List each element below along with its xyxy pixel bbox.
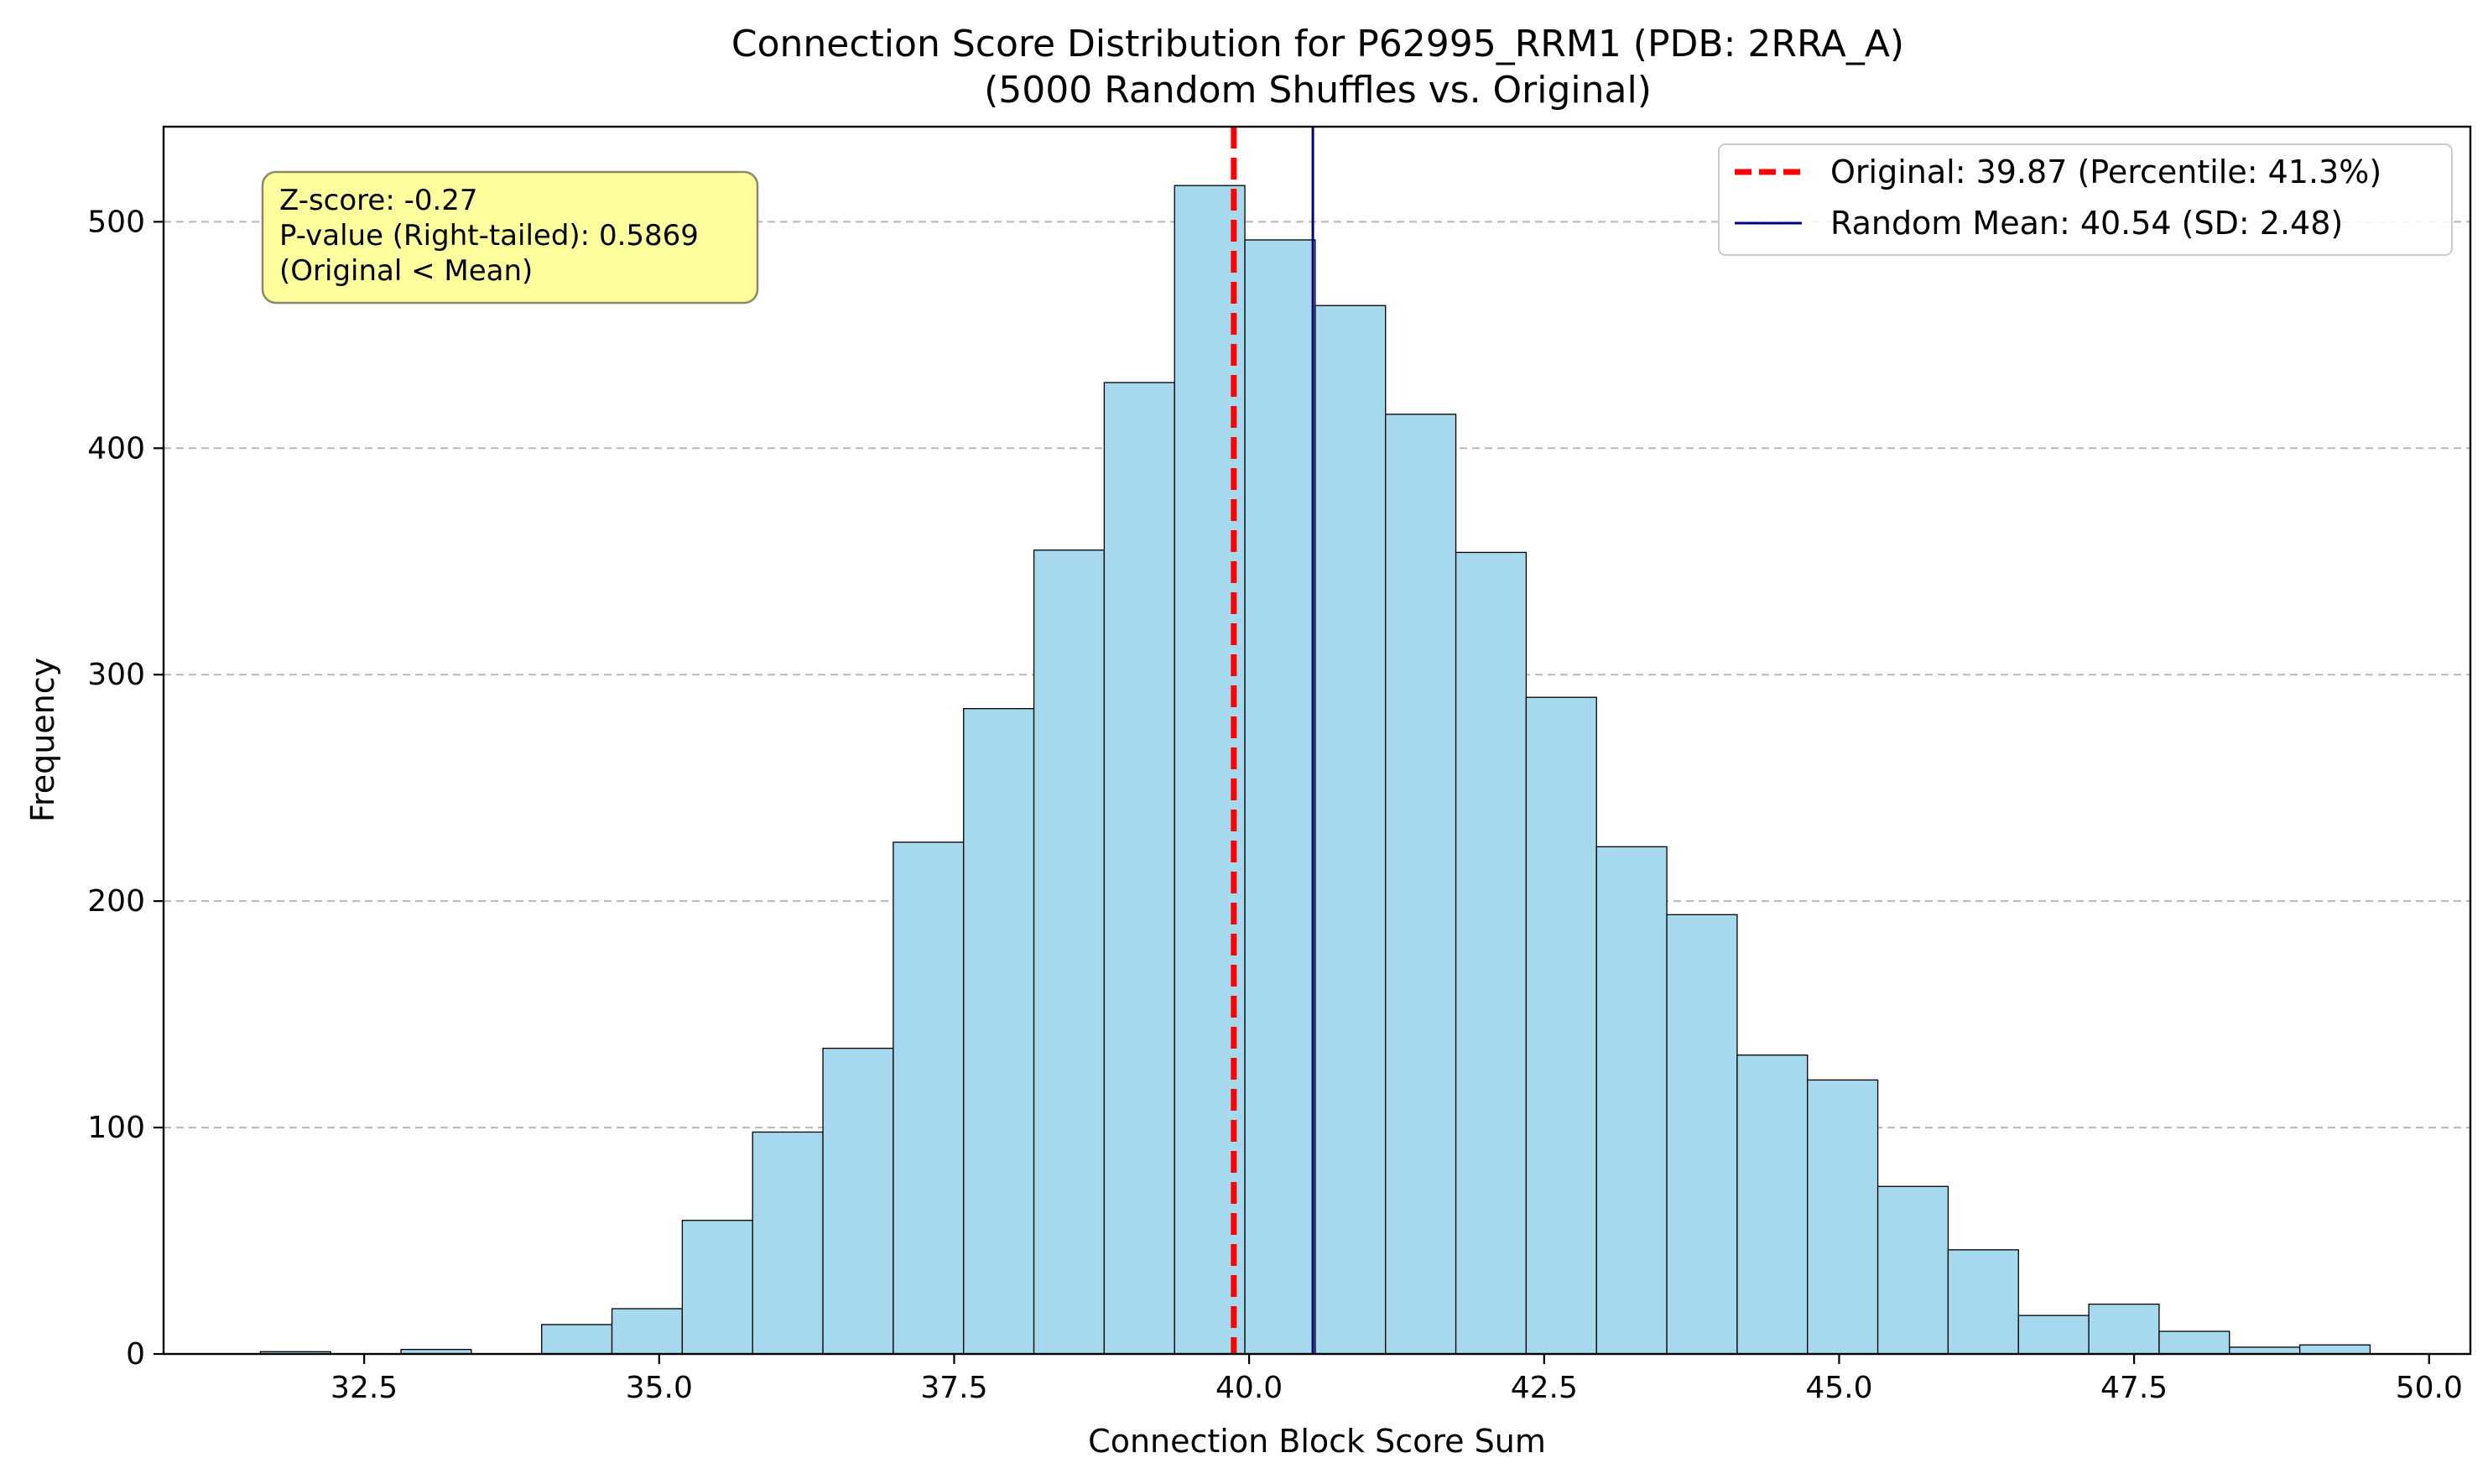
histogram-bar [682,1221,752,1354]
histogram-bar [2300,1345,2371,1354]
histogram-bar [1034,550,1105,1354]
x-tick-label: 35.0 [626,1371,693,1405]
histogram-bar [823,1049,893,1354]
x-tick-label: 40.0 [1215,1371,1283,1405]
x-axis-ticks: 32.5 35.0 37.5 40.0 42.5 45.0 47.5 50.0 [331,1354,2463,1405]
legend: Original: 39.87 (Percentile: 41.3%) Rand… [1719,144,2452,255]
y-tick-label: 300 [87,658,145,692]
y-tick-label: 100 [87,1111,145,1145]
histogram-bar [1386,414,1456,1354]
x-tick-label: 50.0 [2396,1371,2463,1405]
x-tick-label: 47.5 [2100,1371,2168,1405]
histogram-bar [1808,1080,1878,1354]
histogram-bar [1104,383,1174,1354]
legend-label-original: Original: 39.87 (Percentile: 41.3%) [1830,154,2381,190]
histogram-bar [1667,914,1737,1354]
histogram-bar [1245,240,1315,1354]
histogram-bar [752,1132,823,1354]
x-tick-label: 32.5 [331,1371,398,1405]
y-tick-label: 0 [126,1337,145,1372]
histogram-bar [893,842,964,1354]
histogram-bar [1948,1250,2018,1354]
histogram-bar [612,1309,683,1354]
x-axis-label: Connection Block Score Sum [1088,1423,1546,1460]
histogram-bar [2159,1331,2230,1354]
histogram-bar [1315,305,1386,1354]
y-tick-label: 200 [87,884,145,919]
y-axis-label: Frequency [24,658,61,822]
histogram-bar [2089,1304,2159,1354]
annotation-direction: (Original < Mean) [279,254,533,288]
histogram-bar [1596,846,1667,1354]
chart-title: Connection Score Distribution for P62995… [731,23,1904,65]
histogram-bar [1737,1055,1808,1354]
histogram-bar [1878,1186,1949,1354]
y-tick-label: 500 [87,205,145,239]
x-tick-label: 42.5 [1511,1371,1578,1405]
y-tick-label: 400 [87,431,145,466]
x-tick-label: 37.5 [920,1371,987,1405]
histogram-bar [2018,1315,2089,1354]
histogram-bars [260,185,2370,1354]
x-tick-label: 45.0 [1805,1371,1872,1405]
histogram-bar [964,709,1034,1354]
stats-annotation: Z-score: -0.27 P-value (Right-tailed): 0… [263,172,757,303]
histogram-bar [1526,697,1596,1354]
histogram-bar [1456,552,1527,1354]
histogram-bar [2230,1347,2300,1354]
chart-subtitle: (5000 Random Shuffles vs. Original) [984,69,1652,112]
y-axis-ticks: 0 100 200 300 400 500 [87,205,164,1372]
legend-label-random-mean: Random Mean: 40.54 (SD: 2.48) [1830,205,2343,242]
annotation-pvalue: P-value (Right-tailed): 0.5869 [279,219,699,253]
annotation-zscore: Z-score: -0.27 [279,184,478,217]
histogram-bar [542,1325,612,1354]
